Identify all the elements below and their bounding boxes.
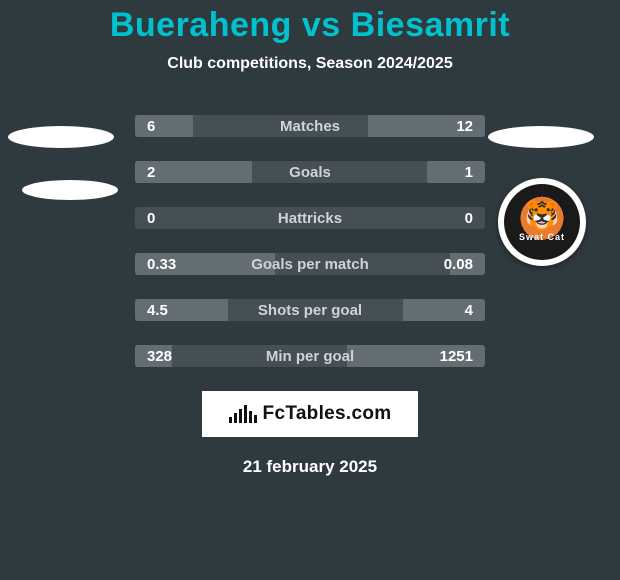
brand-bars-icon [229,405,257,423]
stat-row: 612Matches [135,115,485,137]
brand-badge: FcTables.com [202,391,418,437]
stat-label: Shots per goal [135,302,485,319]
title-player-right: Biesamrit [351,6,510,44]
cat-icon: 🐯 [525,202,560,230]
stat-label: Min per goal [135,348,485,365]
brand-text: FcTables.com [263,403,392,425]
stat-row: 0.330.08Goals per match [135,253,485,275]
stat-label: Goals per match [135,256,485,273]
stat-label: Goals [135,164,485,181]
title-vs: vs [302,6,341,44]
title-player-left: Bueraheng [110,6,292,44]
comparison-title: Bueraheng vs Biesamrit [0,0,620,45]
avatar-oval [488,126,594,148]
avatar-oval [8,126,114,148]
footer-date: 21 february 2025 [0,457,620,477]
stat-row: 21Goals [135,161,485,183]
right-club-logo: 🐯 Swat Cat [498,178,586,266]
stat-row: 3281251Min per goal [135,345,485,367]
stat-label: Hattricks [135,210,485,227]
avatar-oval [22,180,118,200]
stat-row: 4.54Shots per goal [135,299,485,321]
subtitle: Club competitions, Season 2024/2025 [0,55,620,73]
club-logo-text: Swat Cat [519,232,565,242]
stat-row: 00Hattricks [135,207,485,229]
stat-label: Matches [135,118,485,135]
